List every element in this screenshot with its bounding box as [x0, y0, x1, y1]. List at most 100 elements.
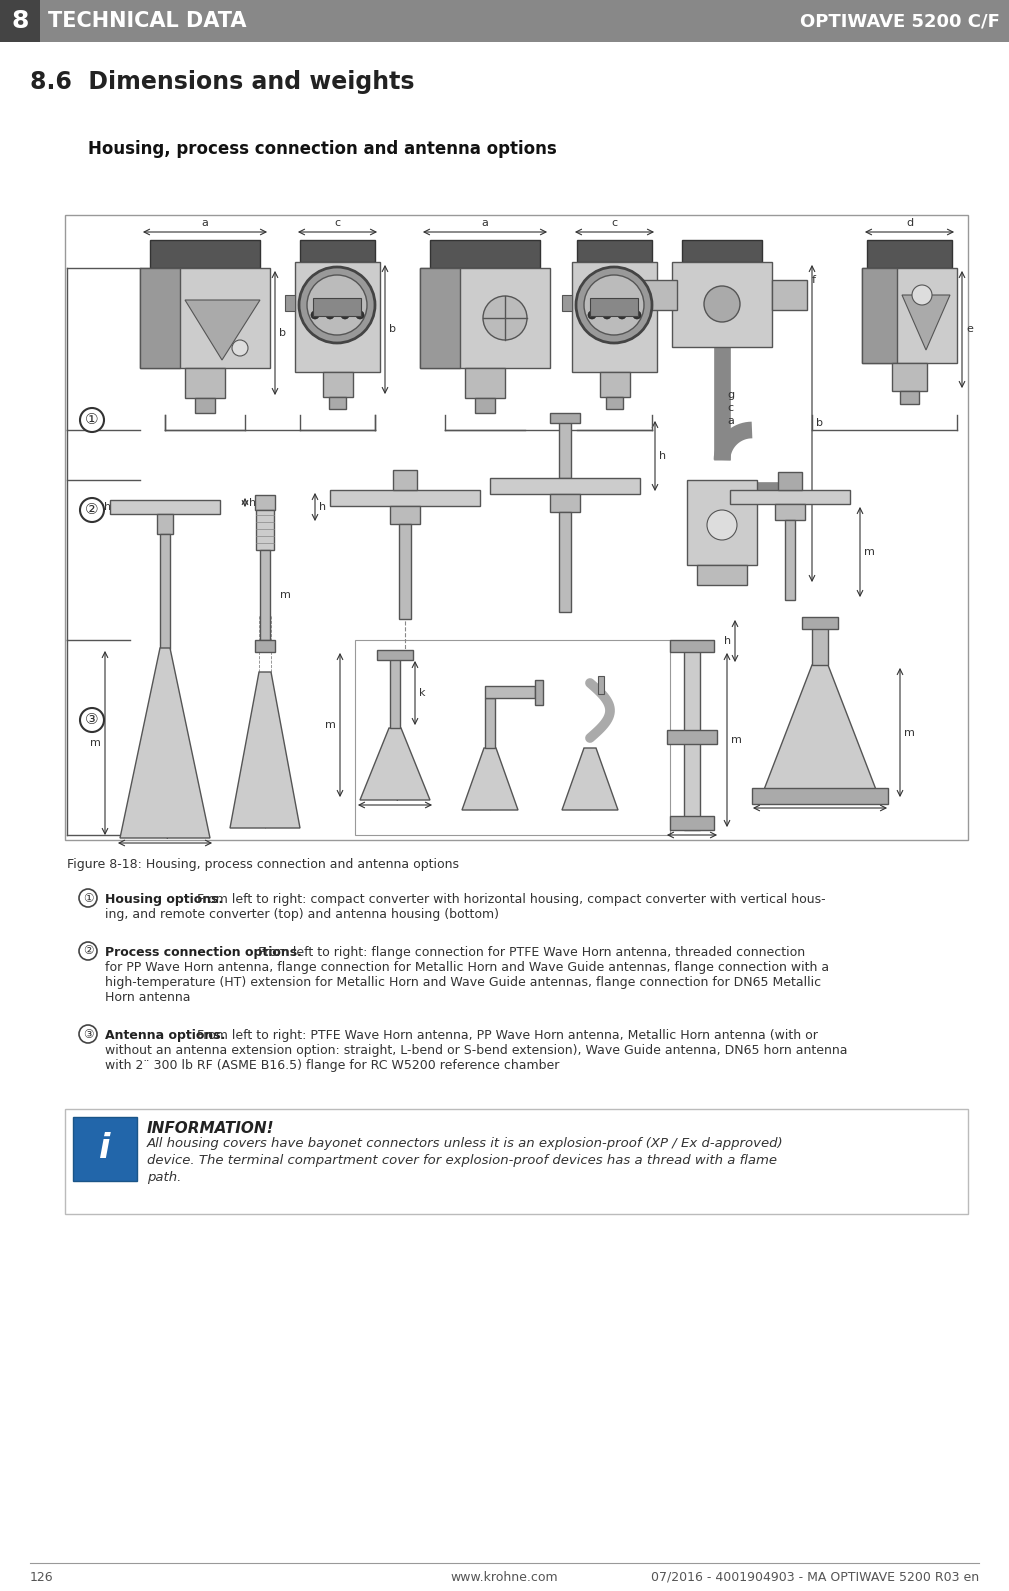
Polygon shape [360, 729, 430, 800]
Circle shape [311, 310, 319, 320]
Circle shape [79, 1025, 97, 1044]
Circle shape [707, 511, 737, 539]
FancyBboxPatch shape [110, 500, 220, 514]
FancyBboxPatch shape [65, 215, 968, 840]
Text: m: m [731, 735, 742, 745]
Text: without an antenna extension option: straight, L-bend or S-bend extension), Wave: without an antenna extension option: str… [105, 1044, 848, 1056]
FancyBboxPatch shape [577, 240, 652, 263]
Circle shape [584, 275, 644, 336]
Text: 8: 8 [11, 10, 28, 33]
Text: f: f [802, 299, 806, 309]
FancyBboxPatch shape [140, 267, 180, 368]
Text: k: k [419, 687, 426, 698]
Text: a: a [481, 218, 488, 228]
FancyBboxPatch shape [160, 535, 170, 649]
Circle shape [232, 340, 248, 356]
Text: ③: ③ [85, 713, 99, 727]
Text: h: h [659, 450, 666, 461]
Circle shape [79, 942, 97, 959]
FancyBboxPatch shape [300, 240, 375, 263]
Text: INFORMATION!: INFORMATION! [147, 1122, 274, 1136]
Circle shape [307, 275, 367, 336]
FancyBboxPatch shape [490, 477, 640, 493]
Circle shape [603, 310, 611, 320]
FancyBboxPatch shape [667, 730, 717, 745]
FancyBboxPatch shape [535, 679, 543, 705]
FancyBboxPatch shape [785, 520, 795, 600]
Text: 126: 126 [30, 1570, 53, 1585]
Text: h: h [319, 503, 326, 512]
Text: e: e [966, 325, 973, 334]
Text: Antenna options.: Antenna options. [105, 1029, 225, 1042]
Text: h: h [104, 503, 111, 512]
FancyBboxPatch shape [430, 240, 540, 267]
Polygon shape [120, 648, 210, 838]
FancyBboxPatch shape [485, 698, 495, 748]
FancyBboxPatch shape [900, 391, 919, 404]
Circle shape [576, 267, 652, 344]
Text: b: b [816, 418, 823, 428]
Text: Figure 8-18: Housing, process connection and antenna options: Figure 8-18: Housing, process connection… [67, 858, 459, 870]
FancyBboxPatch shape [185, 368, 225, 398]
FancyBboxPatch shape [420, 267, 550, 368]
Text: m: m [904, 727, 915, 738]
Text: for PP Wave Horn antenna, flange connection for Metallic Horn and Wave Guide ant: for PP Wave Horn antenna, flange connect… [105, 961, 829, 974]
Text: f: f [812, 275, 816, 285]
FancyBboxPatch shape [377, 651, 413, 660]
FancyBboxPatch shape [323, 372, 353, 398]
Text: All housing covers have bayonet connectors unless it is an explosion-proof (XP /: All housing covers have bayonet connecto… [147, 1138, 784, 1150]
Text: b: b [389, 325, 396, 334]
FancyBboxPatch shape [420, 267, 460, 368]
Circle shape [326, 310, 334, 320]
Text: Housing options.: Housing options. [105, 893, 223, 905]
Text: h: h [249, 498, 256, 508]
Text: ing, and remote converter (top) and antenna housing (bottom): ing, and remote converter (top) and ante… [105, 908, 499, 921]
Text: m: m [273, 745, 284, 756]
FancyBboxPatch shape [329, 398, 346, 409]
FancyBboxPatch shape [559, 418, 571, 477]
FancyBboxPatch shape [672, 263, 772, 347]
Circle shape [80, 407, 104, 433]
Text: From left to right: PTFE Wave Horn antenna, PP Wave Horn antenna, Metallic Horn : From left to right: PTFE Wave Horn anten… [193, 1029, 818, 1042]
FancyBboxPatch shape [892, 363, 927, 391]
FancyBboxPatch shape [550, 493, 580, 512]
FancyBboxPatch shape [862, 267, 897, 363]
Text: TECHNICAL DATA: TECHNICAL DATA [48, 11, 246, 30]
Text: Øp: Øp [812, 794, 827, 803]
Circle shape [356, 310, 364, 320]
FancyBboxPatch shape [862, 267, 957, 363]
Text: ③: ③ [83, 1028, 93, 1041]
FancyBboxPatch shape [812, 625, 828, 665]
FancyBboxPatch shape [0, 0, 1009, 41]
FancyBboxPatch shape [393, 469, 417, 490]
Circle shape [341, 310, 349, 320]
FancyBboxPatch shape [687, 480, 757, 565]
FancyBboxPatch shape [730, 490, 850, 504]
FancyBboxPatch shape [475, 398, 495, 414]
Circle shape [79, 889, 97, 907]
Text: m: m [90, 738, 101, 748]
Text: ②: ② [85, 503, 99, 517]
Text: OPTIWAVE 5200 C/F: OPTIWAVE 5200 C/F [800, 13, 1000, 30]
Text: with 2¨ 300 lb RF (ASME B16.5) flange for RC W5200 reference chamber: with 2¨ 300 lb RF (ASME B16.5) flange fo… [105, 1060, 559, 1072]
FancyBboxPatch shape [465, 368, 504, 398]
Circle shape [483, 296, 527, 340]
FancyBboxPatch shape [642, 280, 677, 310]
Text: Process connection options.: Process connection options. [105, 947, 302, 959]
FancyBboxPatch shape [399, 523, 411, 619]
FancyBboxPatch shape [330, 490, 480, 506]
Circle shape [80, 498, 104, 522]
FancyBboxPatch shape [590, 298, 638, 317]
FancyBboxPatch shape [157, 514, 173, 535]
Text: device. The terminal compartment cover for explosion-proof devices has a thread : device. The terminal compartment cover f… [147, 1153, 777, 1168]
Text: www.krohne.com: www.krohne.com [450, 1570, 558, 1585]
FancyBboxPatch shape [600, 372, 630, 398]
Text: m: m [325, 721, 336, 730]
Text: h: h [723, 636, 731, 646]
Text: ①: ① [83, 891, 93, 905]
Text: g: g [727, 390, 735, 399]
FancyBboxPatch shape [572, 263, 657, 372]
Polygon shape [902, 294, 950, 350]
Text: From left to right: flange connection for PTFE Wave Horn antenna, threaded conne: From left to right: flange connection fo… [253, 947, 804, 959]
Text: ②: ② [83, 945, 93, 958]
